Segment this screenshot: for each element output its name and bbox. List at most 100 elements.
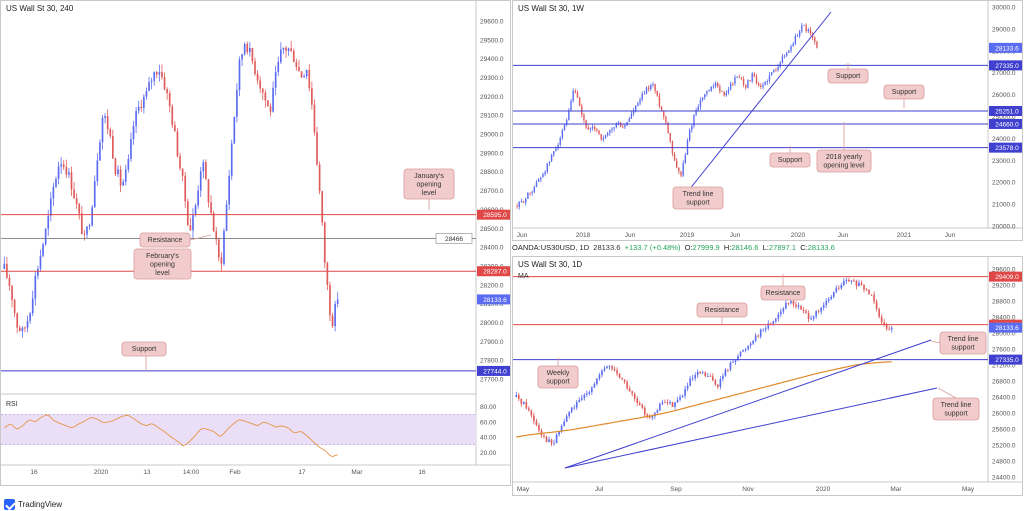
candle-body xyxy=(13,300,16,314)
daily-chart-svg[interactable]: 29600.0 29200.0 28800.0 28400.0 28000.0 27600… xyxy=(513,257,1023,496)
candle-body xyxy=(518,201,520,207)
candle-body xyxy=(65,166,68,175)
x-tick-label: 2021 xyxy=(897,232,912,239)
y-tick-label: 25000.0 xyxy=(992,114,1016,121)
candle-body xyxy=(704,372,707,377)
h4-chart-svg[interactable]: 29600.0 29500.0 29400.0 29300.0 29200.0 29100… xyxy=(1,1,511,486)
y-tick-label: 29000.0 xyxy=(992,26,1016,33)
candle-body xyxy=(295,62,298,68)
candle-body xyxy=(661,402,664,404)
weekly-chart-panel[interactable]: US Wall St 30, 1W 30000.029000.028000.02… xyxy=(512,0,1023,241)
y-tick-label: 29100.0 xyxy=(480,113,504,120)
candle-body xyxy=(264,92,267,101)
candle-body xyxy=(553,151,555,155)
x-tick-label: 17 xyxy=(298,469,306,476)
candle-body xyxy=(143,96,145,109)
candle-body xyxy=(580,398,583,400)
y-tick-label: 21000.0 xyxy=(992,202,1016,209)
candle-body xyxy=(75,198,78,205)
candle-body xyxy=(525,198,527,203)
candle-body xyxy=(135,110,137,126)
candle-body xyxy=(593,384,596,388)
candle-body xyxy=(559,137,561,145)
candle-body xyxy=(603,368,606,371)
candle-body xyxy=(563,421,565,426)
candle-body xyxy=(647,87,650,90)
candle-body xyxy=(762,84,764,87)
candle-body xyxy=(697,106,699,111)
candle-body xyxy=(86,226,88,235)
candle-body xyxy=(717,384,719,387)
candle-body xyxy=(207,179,210,203)
candle-body xyxy=(563,124,566,131)
candle-body xyxy=(768,75,771,82)
daily-chart-panel[interactable]: US Wall St 30, 1D 29600.0 29200.0 28800.0 2… xyxy=(512,256,1023,496)
candle-body xyxy=(300,71,303,78)
y-tick-label: 28700.0 xyxy=(480,188,504,195)
candle-body xyxy=(684,154,687,164)
y-tick-label: 29000.0 xyxy=(480,132,504,139)
candle-body xyxy=(611,366,613,369)
candle-body xyxy=(654,412,656,417)
h4-chart-panel[interactable]: US Wall St 30, 240 29600.0 29500.0 29400.0… xyxy=(0,0,511,486)
candle-body xyxy=(712,86,715,88)
candle-body xyxy=(246,43,249,53)
candle-body xyxy=(745,84,747,88)
candle-body xyxy=(729,362,732,370)
candle-body xyxy=(287,48,290,51)
price-change: +133.7 (+0.48%) xyxy=(624,243,681,252)
candle-body xyxy=(181,168,184,176)
candle-body xyxy=(112,135,114,159)
candle-body xyxy=(243,43,246,55)
annotation-pointer xyxy=(930,340,941,344)
candle-body xyxy=(26,320,29,328)
candle-body xyxy=(334,303,336,327)
x-tick-label: 2019 xyxy=(680,232,695,239)
price-label-bg xyxy=(989,60,1022,71)
y-tick-label: 27600.0 xyxy=(992,347,1016,354)
candle-body xyxy=(535,181,538,187)
candle-body xyxy=(809,29,812,34)
candle-body xyxy=(680,171,682,176)
annotation-trend-line-support-box xyxy=(672,186,724,210)
y-tick-label: 29600.0 xyxy=(992,267,1016,274)
candle-body xyxy=(775,69,777,71)
candle-body xyxy=(619,122,622,127)
candle-body xyxy=(261,88,264,93)
annotation-2018-yearly-open-box xyxy=(816,149,872,173)
candle-body xyxy=(274,71,277,88)
moving-average-line xyxy=(516,361,892,438)
brand-name: TradingView xyxy=(18,499,63,509)
candle-body xyxy=(545,436,548,443)
weekly-chart-svg[interactable]: 30000.029000.028000.027000.026000.025000… xyxy=(513,1,1023,241)
symbol-info-bar: OANDA:US30USD, 1D 28133.6 +133.7 (+0.48%… xyxy=(512,243,1022,255)
annotation-support-2-text: Support xyxy=(892,89,917,96)
candle-body xyxy=(814,37,816,42)
candle-body xyxy=(520,398,523,404)
y-tick-label: 27200.0 xyxy=(992,363,1016,370)
candle-body xyxy=(194,205,197,215)
candle-body xyxy=(686,385,689,389)
open-label: O: xyxy=(684,243,693,252)
annotation-2018-yearly-open-text: 2018 yearly xyxy=(826,154,863,161)
candle-body xyxy=(801,25,803,32)
candle-body xyxy=(73,189,75,199)
price-label: 27335.0 xyxy=(995,63,1019,70)
y-tick-label: 28500.0 xyxy=(480,226,504,233)
candle-body xyxy=(233,116,236,144)
y-tick-label: 22000.0 xyxy=(992,180,1016,187)
price-label: 27744.0 xyxy=(483,368,507,375)
x-tick-label: 2020 xyxy=(791,232,806,239)
annotation-resistance-box xyxy=(139,232,191,248)
candle-body xyxy=(766,81,769,83)
tradingview-brand[interactable]: TradingView xyxy=(4,497,62,511)
candle-body xyxy=(835,287,838,292)
x-tick-label: Jun xyxy=(730,232,741,239)
high-value: 28146.6 xyxy=(731,243,759,252)
candle-body xyxy=(55,178,57,187)
candle-body xyxy=(714,380,717,385)
candle-body xyxy=(732,362,734,363)
annotation-trend-line-support-1-box xyxy=(939,331,987,355)
candle-body xyxy=(292,50,295,63)
candle-body xyxy=(693,114,695,127)
